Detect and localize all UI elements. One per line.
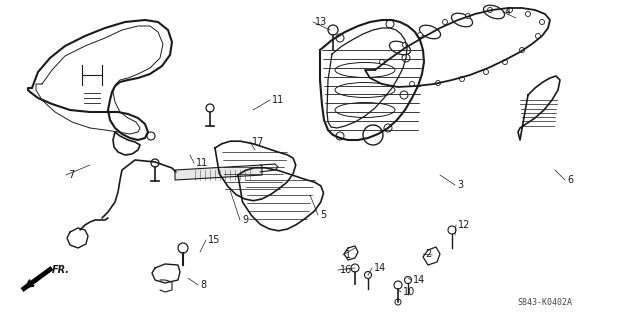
Circle shape [395,299,401,305]
Circle shape [540,19,545,25]
Circle shape [402,54,410,62]
Text: 13: 13 [315,17,327,27]
Circle shape [365,271,371,278]
Text: 11: 11 [196,158,208,168]
Circle shape [151,159,159,167]
Text: 17: 17 [252,137,264,147]
Circle shape [336,132,344,140]
Polygon shape [175,165,262,180]
Text: 3: 3 [457,180,463,190]
Circle shape [380,60,385,64]
Text: 9: 9 [242,215,248,225]
Circle shape [206,104,214,112]
Circle shape [448,226,456,234]
Text: 8: 8 [200,280,206,290]
Text: 6: 6 [567,175,573,185]
Circle shape [488,8,493,12]
Circle shape [417,33,422,38]
Text: 4: 4 [505,7,511,17]
Ellipse shape [419,25,440,39]
Text: 15: 15 [208,235,220,245]
Circle shape [465,13,470,19]
Circle shape [442,19,447,25]
Circle shape [502,60,508,64]
Circle shape [525,11,531,17]
Circle shape [394,281,402,289]
Text: 5: 5 [320,210,326,220]
Text: 7: 7 [68,170,74,180]
Circle shape [520,48,525,53]
Circle shape [351,264,359,272]
Text: 14: 14 [374,263,387,273]
Circle shape [178,243,188,253]
Circle shape [336,34,344,42]
Circle shape [435,80,440,85]
Circle shape [536,33,541,39]
Circle shape [328,25,338,35]
Ellipse shape [390,41,410,55]
Text: 11: 11 [272,95,284,105]
Text: 10: 10 [403,287,415,297]
Text: 12: 12 [458,220,470,230]
Circle shape [483,70,488,75]
Circle shape [460,77,465,81]
Text: 16: 16 [340,265,352,275]
Text: S843-K0402A: S843-K0402A [518,298,573,307]
Circle shape [403,42,408,48]
Circle shape [363,125,383,145]
Circle shape [400,91,408,99]
Text: FR.: FR. [52,265,70,275]
Circle shape [404,277,412,284]
Circle shape [147,132,155,140]
Circle shape [386,20,394,28]
Ellipse shape [451,13,472,27]
Circle shape [508,8,513,12]
Ellipse shape [483,5,504,19]
Text: 2: 2 [425,249,431,259]
Text: 14: 14 [413,275,425,285]
Text: 1: 1 [345,250,351,260]
Circle shape [384,124,392,132]
Circle shape [410,81,415,86]
